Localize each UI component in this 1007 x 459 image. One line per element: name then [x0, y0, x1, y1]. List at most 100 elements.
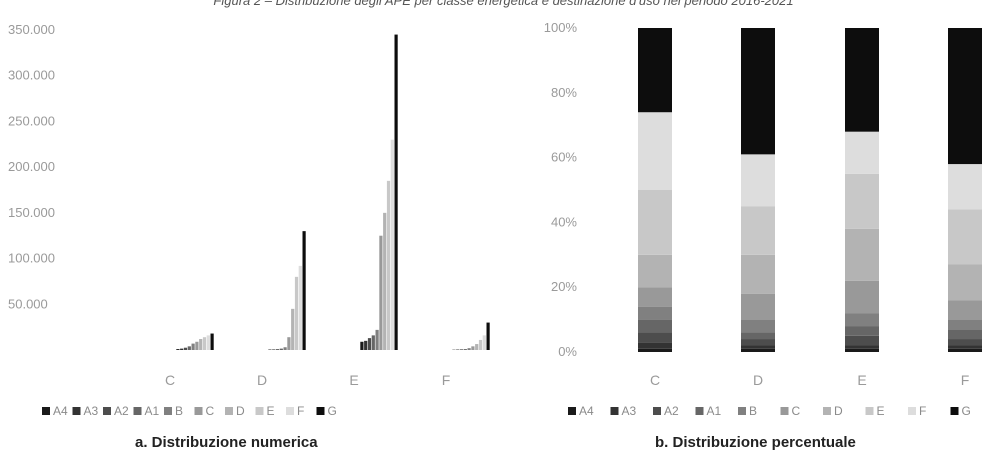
- chart-b-segment-E-A4: [845, 348, 879, 352]
- chart-b-segment-D-A3: [741, 345, 775, 349]
- chart-b-segment-F-G: [948, 28, 982, 165]
- chart-b-y-tick-label: 0%: [558, 344, 577, 359]
- chart-a-y-tick-label: 150.000: [8, 205, 55, 220]
- chart-a-bar-F-D: [475, 344, 479, 350]
- chart-a-bar-E-E: [386, 180, 391, 350]
- legend-label-A1: A1: [707, 404, 722, 418]
- legend-swatch-A4: [568, 407, 576, 415]
- chart-b-segment-E-A1: [845, 326, 879, 336]
- legend-label-G: G: [962, 404, 971, 418]
- chart-a-bar-E-A3: [364, 340, 368, 350]
- chart-a-y-tick-label: 200.000: [8, 159, 55, 174]
- legend-swatch-B: [164, 407, 172, 415]
- chart-b-segment-D-B: [741, 319, 775, 333]
- legend-swatch-A3: [610, 407, 619, 415]
- chart-a-bar-C-C: [195, 341, 199, 350]
- legend-swatch-A4: [42, 407, 50, 415]
- chart-a-bar-D-D: [291, 308, 295, 350]
- chart-b-segment-F-B: [948, 319, 982, 330]
- chart-b-segment-D-A4: [741, 348, 775, 352]
- chart-a-bar-D-A3: [272, 349, 276, 350]
- chart-a-x-tick-label: C: [165, 372, 175, 388]
- chart-b-segment-C-E: [638, 190, 672, 255]
- legend-label-F: F: [297, 404, 304, 418]
- chart-b-x-tick-label: C: [650, 372, 660, 388]
- chart-a-bar-D-A2: [275, 349, 280, 350]
- chart-a-bar-E-D: [383, 212, 387, 350]
- chart-a-bar-D-F: [298, 265, 302, 350]
- chart-b-segment-E-E: [845, 173, 879, 229]
- chart-a-bar-E-F: [390, 139, 394, 350]
- chart-a-bar-C-F: [206, 335, 210, 350]
- chart-a-y-tick-label: 300.000: [8, 68, 55, 83]
- chart-b-segment-E-A3: [845, 345, 879, 349]
- chart-a-bar-E-A4: [360, 341, 364, 350]
- legend-label-D: D: [834, 404, 843, 418]
- chart-b-segment-F-A1: [948, 329, 982, 340]
- chart-a-bar-F-C: [471, 346, 475, 350]
- legend-swatch-C: [194, 407, 203, 415]
- chart-a-bar-C-G: [210, 333, 214, 350]
- chart-b-segment-E-C: [845, 280, 879, 314]
- chart-a-bar-F-F: [482, 335, 486, 350]
- chart-a-bar-F-A1: [463, 349, 467, 350]
- legend-label-F: F: [919, 404, 926, 418]
- legend-label-D: D: [236, 404, 245, 418]
- chart-a-bar-E-A1: [371, 335, 375, 350]
- chart-a-bar-C-D: [199, 339, 203, 350]
- legend-swatch-G: [950, 407, 959, 415]
- chart-a-x-tick-label: E: [349, 372, 358, 388]
- chart-a-bar-E-C: [379, 235, 383, 350]
- chart-a-bar-F-B: [467, 348, 471, 350]
- chart-b-segment-F-A4: [948, 348, 982, 352]
- chart-a-bar-C-A3: [180, 348, 184, 350]
- legend-swatch-D: [225, 407, 233, 415]
- chart-b-y-tick-label: 80%: [551, 85, 577, 100]
- legend-swatch-A3: [72, 407, 81, 415]
- chart-a-bar-D-E: [294, 276, 299, 350]
- chart-b-segment-C-B: [638, 306, 672, 320]
- chart-b-segment-C-A4: [638, 348, 672, 352]
- chart-a-bar-F-G: [486, 322, 490, 350]
- legend-swatch-C: [780, 407, 789, 415]
- legend-swatch-E: [255, 407, 264, 415]
- chart-b-segment-E-G: [845, 28, 879, 132]
- legend-label-C: C: [792, 404, 801, 418]
- chart-b-segment-D-A1: [741, 332, 775, 340]
- chart-a-bar-C-E: [202, 337, 207, 350]
- chart-b-y-tick-label: 20%: [551, 279, 577, 294]
- chart-a-bar-C-A2: [183, 347, 188, 350]
- chart-b-segment-F-C: [948, 300, 982, 320]
- chart-b-segment-C-D: [638, 254, 672, 288]
- chart-b-x-tick-label: E: [857, 372, 866, 388]
- chart-b-segment-C-A2: [638, 332, 672, 343]
- chart-a-y-tick-label: 50.000: [8, 296, 48, 311]
- chart-a-y-tick-label: 350.000: [8, 22, 55, 37]
- chart-a-y-tick-label: 250.000: [8, 113, 55, 128]
- chart-b-segment-E-F: [845, 131, 879, 174]
- chart-b-x-tick-label: D: [753, 372, 763, 388]
- chart-b-x-tick-label: F: [961, 372, 970, 388]
- chart-a-bar-D-G: [302, 231, 306, 350]
- legend-label-A4: A4: [579, 404, 594, 418]
- chart-a-bar-F-E: [478, 339, 483, 350]
- chart-b-segment-D-A2: [741, 339, 775, 346]
- legend-label-B: B: [749, 404, 757, 418]
- legend-label-G: G: [328, 404, 337, 418]
- legend-label-A2: A2: [114, 404, 129, 418]
- chart-b-segment-E-B: [845, 313, 879, 327]
- caption-a: a. Distribuzione numerica: [135, 434, 318, 451]
- chart-a-bar-D-B: [283, 347, 287, 350]
- chart-a-x-tick-label: F: [442, 372, 451, 388]
- legend-swatch-B: [738, 407, 746, 415]
- chart-a-bar-E-G: [394, 34, 398, 350]
- chart-b-segment-C-F: [638, 112, 672, 190]
- chart-b-segment-D-G: [741, 28, 775, 155]
- chart-a-bar-E-B: [375, 329, 379, 350]
- legend-swatch-A1: [695, 407, 704, 415]
- chart-a-bar-C-A4: [176, 349, 180, 350]
- chart-b-segment-D-E: [741, 206, 775, 255]
- chart-b-y-tick-label: 60%: [551, 150, 577, 165]
- legend-swatch-E: [865, 407, 874, 415]
